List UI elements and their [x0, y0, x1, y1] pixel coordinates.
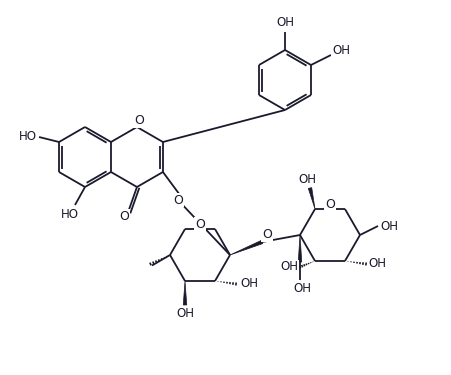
Text: O: O	[134, 114, 144, 128]
Text: OH: OH	[276, 16, 294, 30]
Polygon shape	[308, 188, 315, 209]
Text: OH: OH	[332, 44, 350, 57]
Text: O: O	[195, 217, 205, 231]
Text: OH: OH	[380, 219, 398, 232]
Text: OH: OH	[293, 282, 311, 296]
Polygon shape	[298, 235, 302, 262]
Text: HO: HO	[19, 130, 37, 144]
Text: O: O	[119, 210, 129, 223]
Text: OH: OH	[368, 258, 386, 270]
Text: OH: OH	[280, 261, 298, 273]
Text: O: O	[325, 198, 335, 210]
Text: OH: OH	[176, 308, 194, 321]
Text: OH: OH	[298, 172, 316, 186]
Text: O: O	[173, 194, 183, 207]
Text: HO: HO	[61, 207, 79, 220]
Text: OH: OH	[240, 278, 258, 291]
Polygon shape	[230, 240, 262, 255]
Text: O: O	[262, 228, 272, 242]
Polygon shape	[183, 281, 187, 305]
